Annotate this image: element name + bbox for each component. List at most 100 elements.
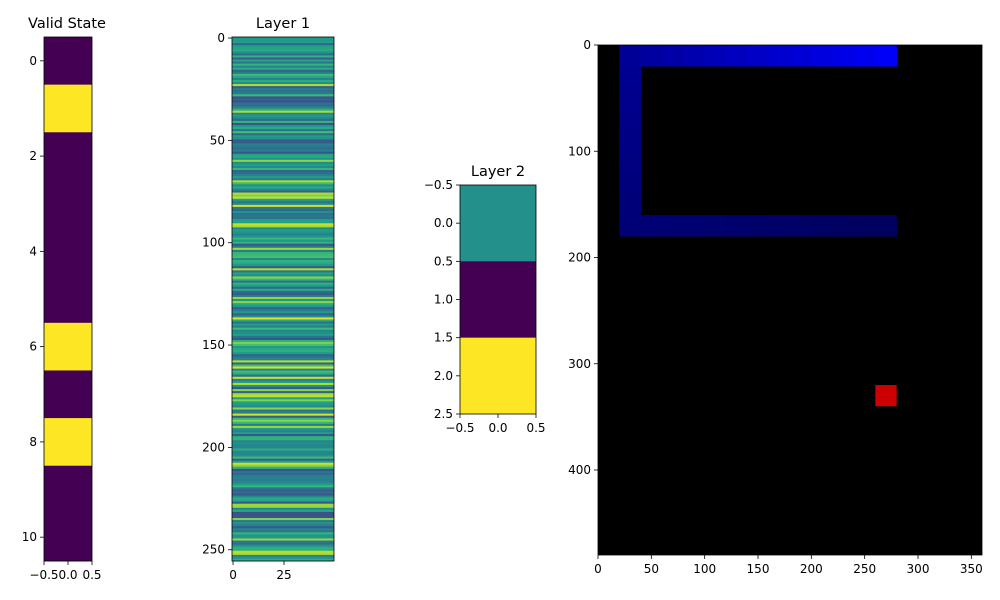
valid-state-cell [44,322,92,371]
layer1-row [232,558,334,562]
layer1-row [232,231,334,234]
valid-state-ytick-label: 0 [29,54,37,68]
layer1-row [232,485,334,488]
layer1-row [232,122,334,126]
layer1-row [232,274,334,277]
layer1-xtick-label: 25 [276,568,291,582]
snake-segment [832,45,855,67]
snake-body [619,45,897,237]
snake-segment [704,45,727,67]
layer1-row [232,102,334,105]
layer1-row [232,303,334,306]
layer1-row [232,49,334,52]
layer1-row [232,249,334,253]
layer2-cells [460,185,536,415]
layer1-row [232,344,334,347]
layer1-row [232,253,334,257]
layer1-row [232,399,334,402]
layer1-row [232,407,334,410]
layer1-row [232,202,334,206]
layer1-row [232,464,334,468]
layer1-row [232,120,334,124]
layer1-row [232,178,334,181]
layer1-row [232,534,334,537]
layer1-panel: Layer 1 0 50 100 150 200 250 0 25 [202,16,335,582]
layer1-row [232,157,334,161]
layer1-xtick-label: 0 [229,568,237,582]
layer1-row [232,39,334,42]
valid-state-ytick-label: 10 [22,530,37,544]
layer1-row [232,149,334,152]
layer1-row [232,180,334,183]
layer1-row [232,73,334,77]
layer1-row [232,327,334,331]
layer1-row [232,540,334,543]
layer1-row [232,458,334,462]
layer1-ytick-label: 150 [202,338,225,352]
layer1-row [232,378,334,382]
layer1-row [232,440,334,443]
layer1-row [232,331,334,335]
layer1-row [232,454,334,457]
snake-segment [619,108,641,131]
layer1-xticks: 0 25 [229,561,292,582]
layer1-row [232,280,334,283]
layer1-row [232,319,334,322]
layer1-row [232,436,334,439]
snake-segment [683,215,705,237]
layer1-row [232,380,334,384]
layer1-row [232,376,334,380]
game-board-ytick-label: 0 [583,38,591,52]
game-board-xtick-label: 350 [960,562,983,576]
layer1-row [232,206,334,210]
snake-segment [875,45,897,67]
valid-state-cells [44,37,92,562]
layer1-row [232,321,334,324]
layer1-row [232,243,334,247]
layer1-row [232,196,334,200]
layer1-row [232,104,334,107]
layer1-row [232,290,334,294]
valid-state-title: Valid State [28,16,106,32]
snake-segment [704,215,727,237]
layer1-row [232,350,334,353]
layer1-row [232,137,334,140]
layer1-ytick-label: 50 [210,133,225,147]
layer1-row [232,505,334,509]
layer1-row [232,204,334,208]
game-board-xtick-label: 100 [693,562,716,576]
layer1-row [232,237,334,240]
snake-segment [640,215,663,237]
layer1-row [232,313,334,316]
layer1-row [232,503,334,507]
layer1-row [232,84,334,87]
game-board-xtick-label: 300 [907,562,930,576]
layer2-ytick-label: 2.0 [434,369,453,383]
layer1-row [232,311,334,314]
layer1-row [232,133,334,136]
layer2-ytick-label: 1.5 [434,331,453,345]
layer1-row [232,69,334,73]
layer2-xtick-label: −0.5 [445,421,474,435]
layer2-panel: Layer 2 −0.5 0.0 0.5 1.0 1.5 2.0 2.5 −0.5 0.0 0.… [424,164,546,435]
layer1-row [232,538,334,541]
layer1-row [232,143,334,146]
layer1-row [232,151,334,155]
layer1-row [232,487,334,490]
layer1-row [232,63,334,67]
layer1-row [232,233,334,236]
layer1-row [232,106,334,109]
layer1-row [232,518,334,521]
layer1-row [232,41,334,44]
layer1-row [232,341,334,345]
valid-state-ytick-label: 2 [29,149,37,163]
layer1-row [232,125,334,128]
layer1-row [232,172,334,175]
game-board-panel: 0 100 200 300 400 0 50 100 150 200 250 300 350 [568,38,983,576]
layer1-row [232,337,334,341]
layer1-row [232,278,334,281]
layer2-xtick-label: 0.5 [526,421,545,435]
layer1-row [232,552,334,556]
snake-segment [619,87,641,110]
layer2-ytick-label: 0.0 [434,216,453,230]
